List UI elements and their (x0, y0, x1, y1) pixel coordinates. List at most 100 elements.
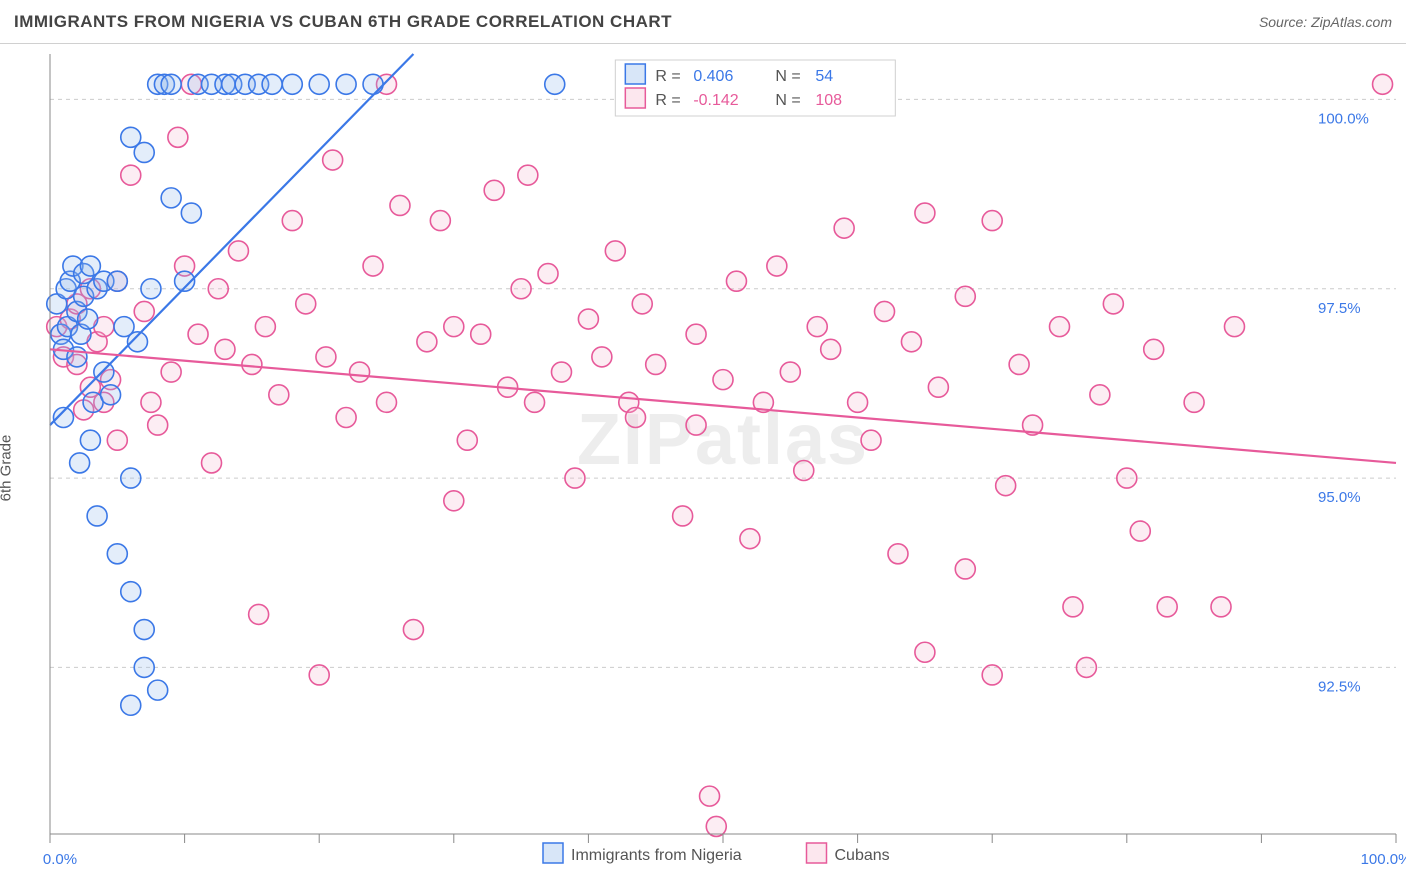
data-point (525, 392, 545, 412)
data-point (1211, 597, 1231, 617)
data-point (518, 165, 538, 185)
data-point (316, 347, 336, 367)
legend-swatch (625, 64, 645, 84)
data-point (161, 74, 181, 94)
data-point (107, 271, 127, 291)
data-point (901, 332, 921, 352)
data-point (700, 786, 720, 806)
data-point (1184, 392, 1204, 412)
data-point (915, 642, 935, 662)
watermark: ZIPatlas (577, 400, 869, 480)
data-point (848, 392, 868, 412)
legend-n-value: 54 (815, 68, 833, 85)
data-point (242, 354, 262, 374)
data-point (309, 665, 329, 685)
bottom-legend-swatch (807, 843, 827, 863)
data-point (121, 695, 141, 715)
data-point (94, 362, 114, 382)
data-point (551, 362, 571, 382)
data-point (148, 415, 168, 435)
data-point (686, 415, 706, 435)
y-tick-label: 92.5% (1318, 678, 1361, 695)
data-point (282, 74, 302, 94)
data-point (1103, 294, 1123, 314)
data-point (511, 279, 531, 299)
data-point (188, 324, 208, 344)
data-point (228, 241, 248, 261)
data-point (323, 150, 343, 170)
data-point (538, 264, 558, 284)
data-point (269, 385, 289, 405)
data-point (1117, 468, 1137, 488)
data-point (161, 188, 181, 208)
data-point (1063, 597, 1083, 617)
data-point (740, 529, 760, 549)
legend-r-value: 0.406 (693, 68, 733, 85)
bottom-legend-label: Immigrants from Nigeria (571, 847, 742, 864)
data-point (780, 362, 800, 382)
data-point (565, 468, 585, 488)
data-point (888, 544, 908, 564)
y-tick-label: 97.5% (1318, 300, 1361, 317)
data-point (87, 506, 107, 526)
data-point (121, 582, 141, 602)
data-point (632, 294, 652, 314)
data-point (1050, 317, 1070, 337)
data-point (262, 74, 282, 94)
data-point (996, 476, 1016, 496)
source-label: Source: ZipAtlas.com (1259, 14, 1392, 30)
y-tick-label: 100.0% (1318, 110, 1369, 127)
data-point (821, 339, 841, 359)
data-point (403, 620, 423, 640)
x-tick-label: 0.0% (43, 851, 77, 868)
data-point (545, 74, 565, 94)
data-point (713, 370, 733, 390)
data-point (296, 294, 316, 314)
data-point (592, 347, 612, 367)
data-point (1224, 317, 1244, 337)
legend-n-value: 108 (815, 92, 842, 109)
data-point (794, 461, 814, 481)
data-point (767, 256, 787, 276)
chart-title: IMMIGRANTS FROM NIGERIA VS CUBAN 6TH GRA… (14, 12, 672, 32)
legend-r-label: R = (655, 92, 680, 109)
data-point (350, 362, 370, 382)
data-point (430, 211, 450, 231)
data-point (148, 680, 168, 700)
data-point (134, 620, 154, 640)
data-point (215, 339, 235, 359)
data-point (309, 74, 329, 94)
data-point (134, 142, 154, 162)
y-tick-label: 95.0% (1318, 489, 1361, 506)
header-bar: IMMIGRANTS FROM NIGERIA VS CUBAN 6TH GRA… (0, 0, 1406, 44)
data-point (807, 317, 827, 337)
data-point (955, 286, 975, 306)
scatter-chart: 92.5%95.0%97.5%100.0%ZIPatlas0.0%100.0%R… (0, 44, 1406, 892)
data-point (255, 317, 275, 337)
data-point (78, 309, 98, 329)
data-point (70, 453, 90, 473)
data-point (107, 430, 127, 450)
data-point (861, 430, 881, 450)
data-point (982, 665, 1002, 685)
data-point (101, 385, 121, 405)
data-point (706, 816, 726, 836)
data-point (484, 180, 504, 200)
data-point (181, 203, 201, 223)
data-point (336, 407, 356, 427)
legend-r-value: -0.142 (693, 92, 738, 109)
data-point (444, 317, 464, 337)
data-point (134, 657, 154, 677)
data-point (1157, 597, 1177, 617)
data-point (141, 279, 161, 299)
data-point (444, 491, 464, 511)
data-point (1130, 521, 1150, 541)
data-point (168, 127, 188, 147)
data-point (955, 559, 975, 579)
legend-swatch (625, 88, 645, 108)
data-point (390, 195, 410, 215)
data-point (121, 165, 141, 185)
data-point (141, 392, 161, 412)
data-point (202, 453, 222, 473)
data-point (134, 301, 154, 321)
